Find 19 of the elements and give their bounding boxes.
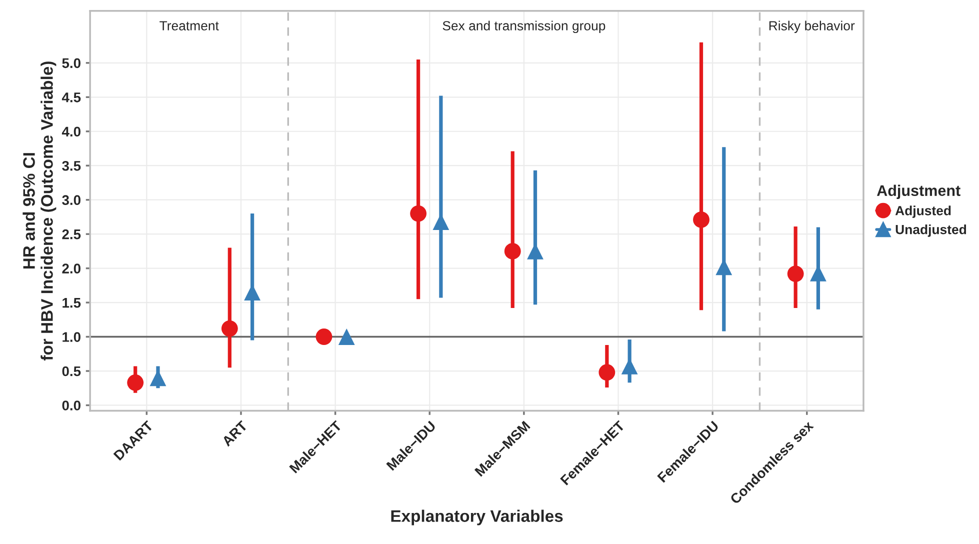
y-tick-label: 3.0 [62, 195, 80, 206]
y-tick-label: 4.5 [62, 92, 81, 102]
annotation: Sex and transmission group [442, 20, 606, 34]
legend-label: Unadjusted [896, 224, 966, 237]
y-tick-label: 2.5 [62, 229, 81, 240]
y-tick-label: 5.0 [62, 58, 80, 68]
y-tick-label: 0.5 [62, 366, 81, 376]
legend-title: Adjustment [876, 184, 960, 200]
y-tick-label: 3.5 [62, 160, 81, 171]
y-tick-label: 4.0 [62, 126, 80, 137]
y-tick-label: 1.5 [62, 298, 81, 308]
legend-label: Adjusted [895, 206, 951, 218]
y-tick-label: 1.0 [62, 332, 80, 342]
annotation: Treatment [160, 21, 219, 30]
x-axis-title: Explanatory Variables [391, 510, 563, 526]
y-axis-title: HR and 95% CI for HBV Incidence (Outcome Variable) [22, 62, 56, 361]
y-tick-label: 2.0 [62, 264, 80, 274]
annotation: Risky behavior [769, 20, 855, 34]
y-tick-label: 0.0 [62, 400, 80, 410]
